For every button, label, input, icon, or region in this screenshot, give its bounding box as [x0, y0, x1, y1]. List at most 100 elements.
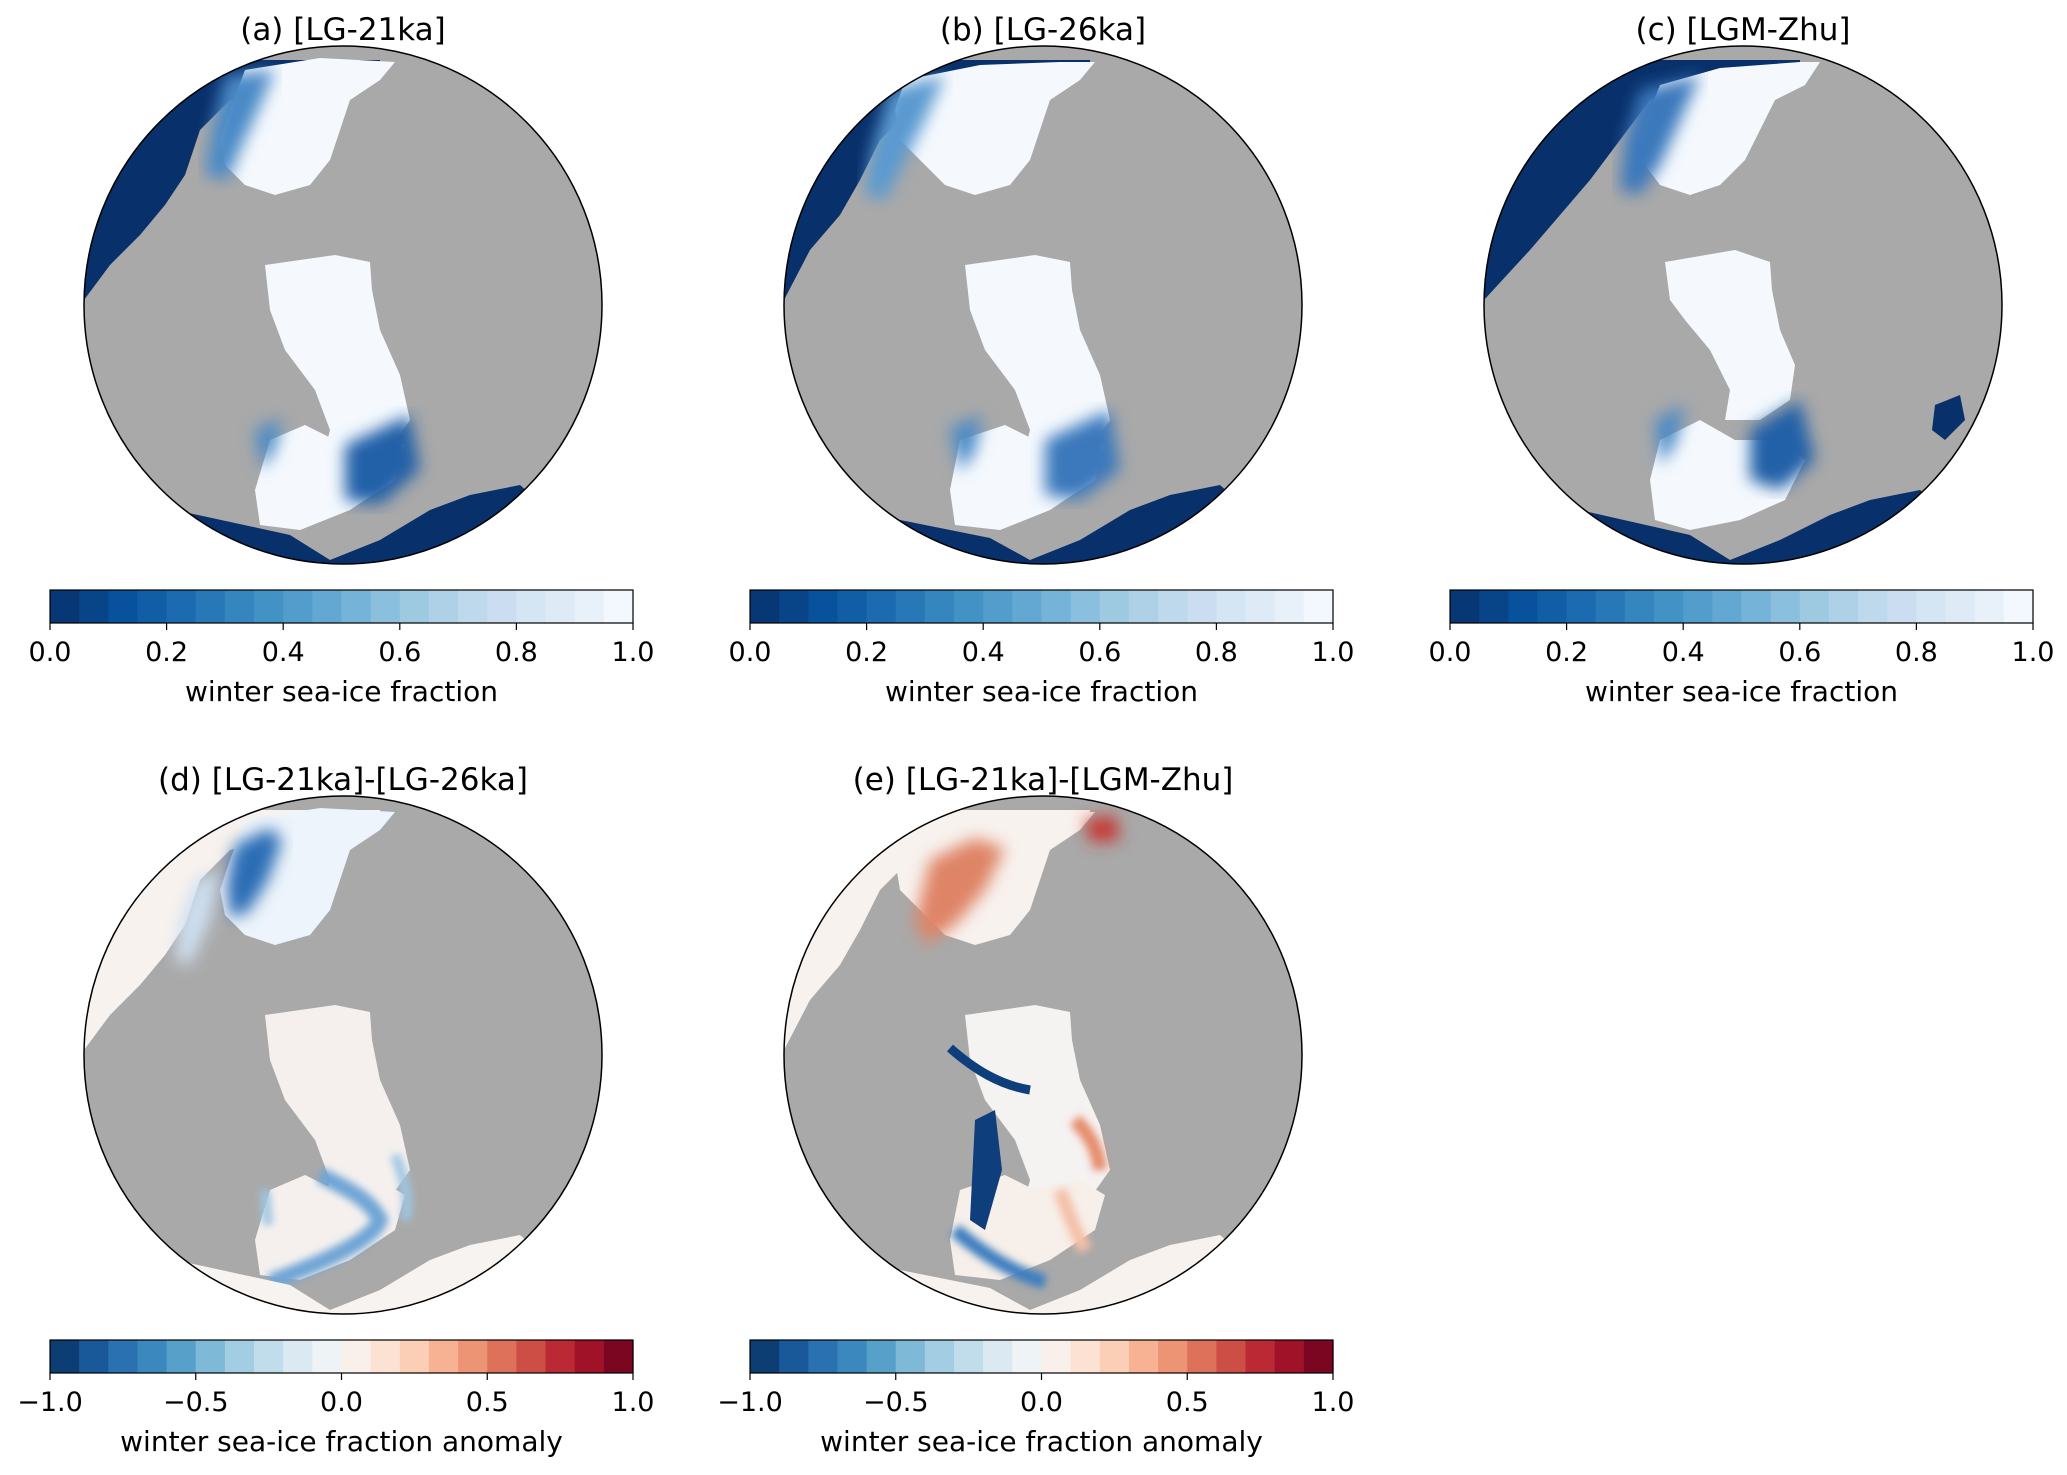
colorbar-swatch — [137, 590, 168, 623]
colorbar-swatch — [1158, 1340, 1188, 1373]
colorbar-swatch — [895, 1340, 926, 1373]
colorbar-label: winter sea-ice fraction — [1585, 675, 1898, 708]
colorbar-swatch — [954, 1340, 984, 1373]
colorbar-tick-label: 1.0 — [1312, 1387, 1355, 1418]
colorbar-tick-label: −0.5 — [163, 1387, 229, 1418]
colorbar-swatch — [1712, 590, 1743, 623]
colorbar-frame — [1449, 589, 2034, 624]
colorbar-tick-label: 0.0 — [1429, 637, 1472, 668]
colorbar-swatch — [1041, 1340, 1072, 1373]
panel-e-colorbar: −1.0 −0.5 0.0 0.5 1.0 winter sea-ice fraction… — [717, 1339, 1355, 1458]
colorbar-swatch — [1624, 590, 1655, 623]
panel-a-title: (a) [LG-21ka] — [240, 12, 446, 48]
panel-b-ice-inland-sea — [965, 255, 1110, 470]
colorbar-swatch — [195, 1340, 226, 1373]
colorbar-swatch — [1216, 590, 1247, 623]
colorbar-label: winter sea-ice fraction — [885, 675, 1198, 708]
panel-b-map — [784, 46, 1302, 564]
colorbar-frame — [49, 589, 634, 624]
colorbar-swatch — [254, 1340, 284, 1373]
colorbar-swatch — [108, 1340, 139, 1373]
colorbar-swatch — [983, 1340, 1013, 1373]
colorbar-swatch — [603, 590, 634, 623]
panel-c-map — [1484, 46, 2002, 564]
colorbar-swatch — [1245, 1340, 1276, 1373]
colorbar-swatch — [1887, 590, 1917, 623]
colorbar-swatch — [1158, 590, 1188, 623]
colorbar-swatch — [1741, 590, 1772, 623]
colorbar-tick-label: 0.4 — [1662, 637, 1705, 668]
colorbar-swatch — [837, 1340, 868, 1373]
colorbar-swatch — [137, 1340, 168, 1373]
colorbar-swatch — [50, 590, 80, 623]
colorbar-swatch — [1012, 1340, 1043, 1373]
panel-b-colorbar: 0.0 0.2 0.4 0.6 0.8 1.0 winter sea-ice fractio… — [729, 589, 1355, 708]
colorbar-swatch — [399, 1340, 430, 1373]
panel-d-colorbar: −1.0 −0.5 0.0 0.5 1.0 winter sea-ice fraction… — [17, 1339, 655, 1458]
colorbar-tick-label: 0.2 — [145, 637, 188, 668]
colorbar-label: winter sea-ice fraction anomaly — [820, 1425, 1263, 1458]
colorbar-tick-label: 0.0 — [29, 637, 72, 668]
colorbar-swatch — [808, 1340, 839, 1373]
colorbar-swatch — [603, 1340, 634, 1373]
colorbar-swatch — [1974, 590, 2005, 623]
colorbar-swatch — [779, 590, 809, 623]
colorbar-frame — [749, 589, 1334, 624]
colorbar-swatch — [79, 590, 109, 623]
colorbar-swatch — [924, 1340, 955, 1373]
colorbar-tick-label: 1.0 — [1312, 637, 1355, 668]
panel-e-blue-edge — [947, 1044, 1031, 1095]
colorbar-swatch — [516, 590, 547, 623]
colorbar-swatch — [1450, 590, 1480, 623]
colorbar-swatch — [487, 590, 517, 623]
colorbar-swatch — [779, 1340, 809, 1373]
colorbar-swatch — [808, 590, 839, 623]
colorbar-swatch — [516, 1340, 547, 1373]
colorbar-tick-label: 0.4 — [962, 637, 1005, 668]
colorbar-swatch — [1245, 590, 1276, 623]
colorbar-swatch — [50, 1340, 80, 1373]
colorbar-swatch — [370, 590, 401, 623]
colorbar-swatch — [370, 1340, 401, 1373]
colorbar-tick-label: 0.6 — [1778, 637, 1821, 668]
panel-c-colorbar: 0.0 0.2 0.4 0.6 0.8 1.0 winter sea-ice fractio… — [1429, 589, 2054, 708]
colorbar-swatch — [895, 590, 926, 623]
colorbar-swatch — [108, 590, 139, 623]
colorbar-swatch — [983, 590, 1013, 623]
panel-c-open-ocean — [1484, 60, 1800, 300]
colorbar-swatch — [1566, 590, 1597, 623]
colorbar-swatch — [1858, 590, 1888, 623]
colorbar-swatch — [1128, 1340, 1159, 1373]
colorbar-swatch — [837, 590, 868, 623]
colorbar-swatch — [428, 1340, 459, 1373]
colorbar-swatch — [545, 590, 576, 623]
colorbar-tick-label: 0.2 — [845, 637, 888, 668]
colorbar-swatch — [1479, 590, 1509, 623]
colorbar-tick-label: 1.0 — [612, 1387, 655, 1418]
colorbar-swatch — [1099, 590, 1130, 623]
colorbar-tick-label: 0.8 — [1195, 637, 1238, 668]
colorbar-swatch — [750, 590, 780, 623]
colorbar-swatch — [1537, 590, 1568, 623]
colorbar-tick-label: −1.0 — [717, 1387, 783, 1418]
colorbar-swatch — [1041, 590, 1072, 623]
colorbar-tick-label: 0.6 — [378, 637, 421, 668]
colorbar-swatch — [1128, 590, 1159, 623]
colorbar-swatch — [1274, 1340, 1305, 1373]
colorbar-swatch — [1187, 1340, 1217, 1373]
colorbar-tick-label: 0.8 — [495, 637, 538, 668]
colorbar-label: winter sea-ice fraction — [185, 675, 498, 708]
colorbar-swatch — [1070, 1340, 1101, 1373]
colorbar-swatch — [1216, 1340, 1247, 1373]
colorbar-tick-label: 0.4 — [262, 637, 305, 668]
panel-c-ice-inland-sea — [1665, 250, 1795, 420]
colorbar-swatch — [574, 1340, 605, 1373]
colorbar-swatch — [1274, 590, 1305, 623]
panel-c-title: (c) [LGM-Zhu] — [1635, 12, 1850, 48]
panel-a-map — [84, 46, 602, 564]
colorbar-swatch — [1945, 590, 1976, 623]
colorbar-swatch — [866, 1340, 897, 1373]
colorbar-swatch — [341, 1340, 372, 1373]
colorbar-swatch — [283, 1340, 313, 1373]
